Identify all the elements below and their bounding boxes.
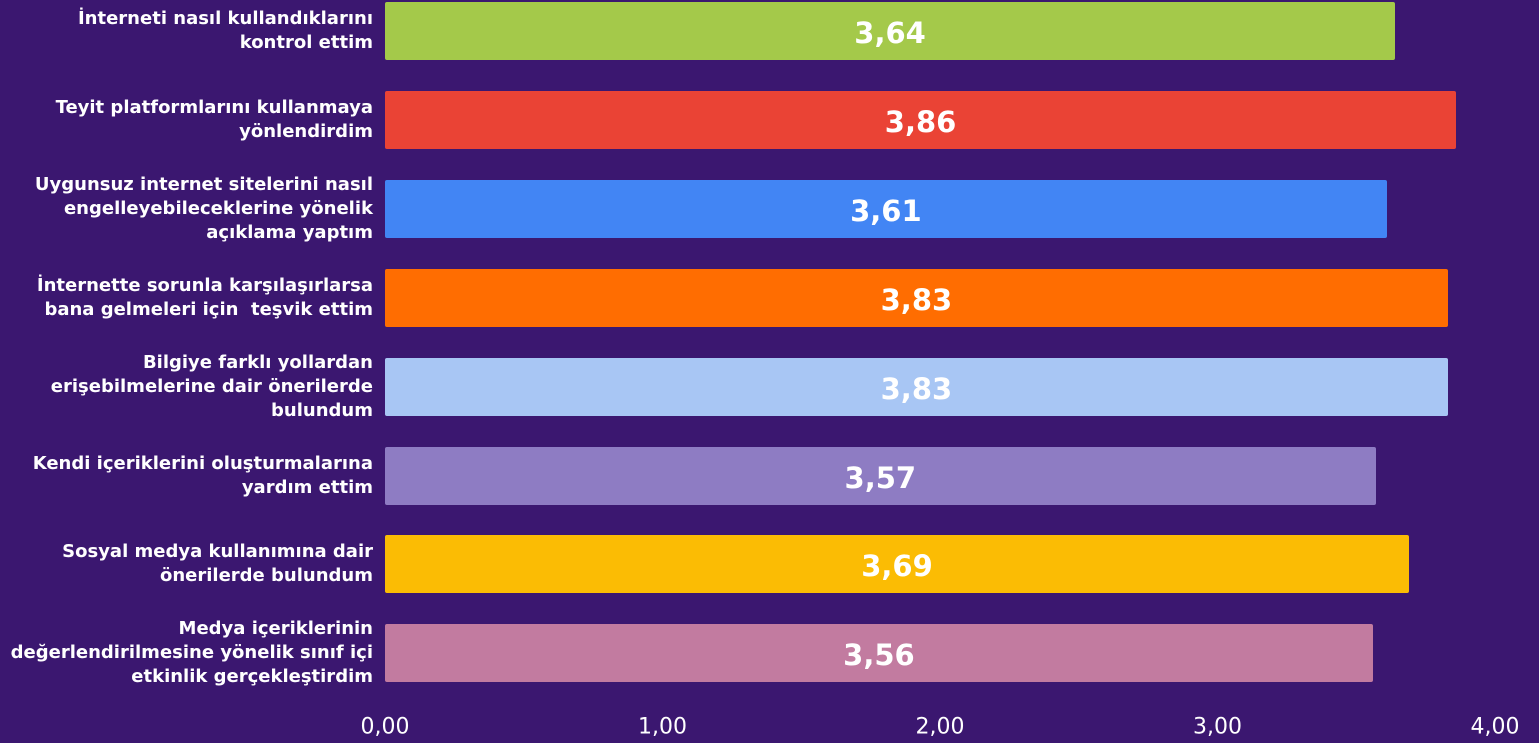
category-label: Teyit platformlarını kullanmaya yönlendi… [55, 96, 373, 142]
x-tick-label: 3,00 [1193, 714, 1242, 740]
bar [385, 90, 1457, 149]
bar [385, 179, 1387, 238]
category-label: Uygunsuz internet sitelerini nasıl engel… [34, 173, 373, 243]
bar [385, 624, 1373, 683]
value-label: 3,69 [861, 549, 933, 584]
bar [385, 268, 1448, 327]
x-tick-label: 0,00 [360, 714, 410, 740]
value-label: 3,86 [884, 104, 957, 139]
value-label: 3,57 [844, 460, 917, 495]
bar [385, 446, 1376, 505]
value-label: 3,56 [843, 638, 915, 673]
value-label: 3,61 [850, 193, 922, 228]
x-tick-label: 1,00 [638, 714, 687, 740]
category-label: Kendi içeriklerini oluşturmalarına yardı… [32, 452, 373, 498]
bar [385, 535, 1409, 594]
category-label: İnternette sorunla karşılaşırlarsa bana … [36, 274, 373, 320]
value-label: 3,83 [880, 282, 953, 317]
bar [385, 2, 1396, 60]
category-label: Sosyal medya kullanımına dair önerilerde… [62, 541, 373, 587]
value-label: 3,64 [854, 16, 926, 50]
category-label: İnterneti nasıl kullandıklarını kontrol … [77, 8, 373, 53]
category-label: Medya içeriklerinin değerlendirilmesine … [10, 618, 373, 688]
x-tick-label: 2,00 [915, 714, 965, 740]
value-label: 3,83 [880, 371, 953, 406]
bar [385, 357, 1448, 416]
x-tick-label: 4,00 [1470, 714, 1520, 740]
category-label: Bilgiye farklı yollardan erişebilmelerin… [50, 351, 373, 421]
